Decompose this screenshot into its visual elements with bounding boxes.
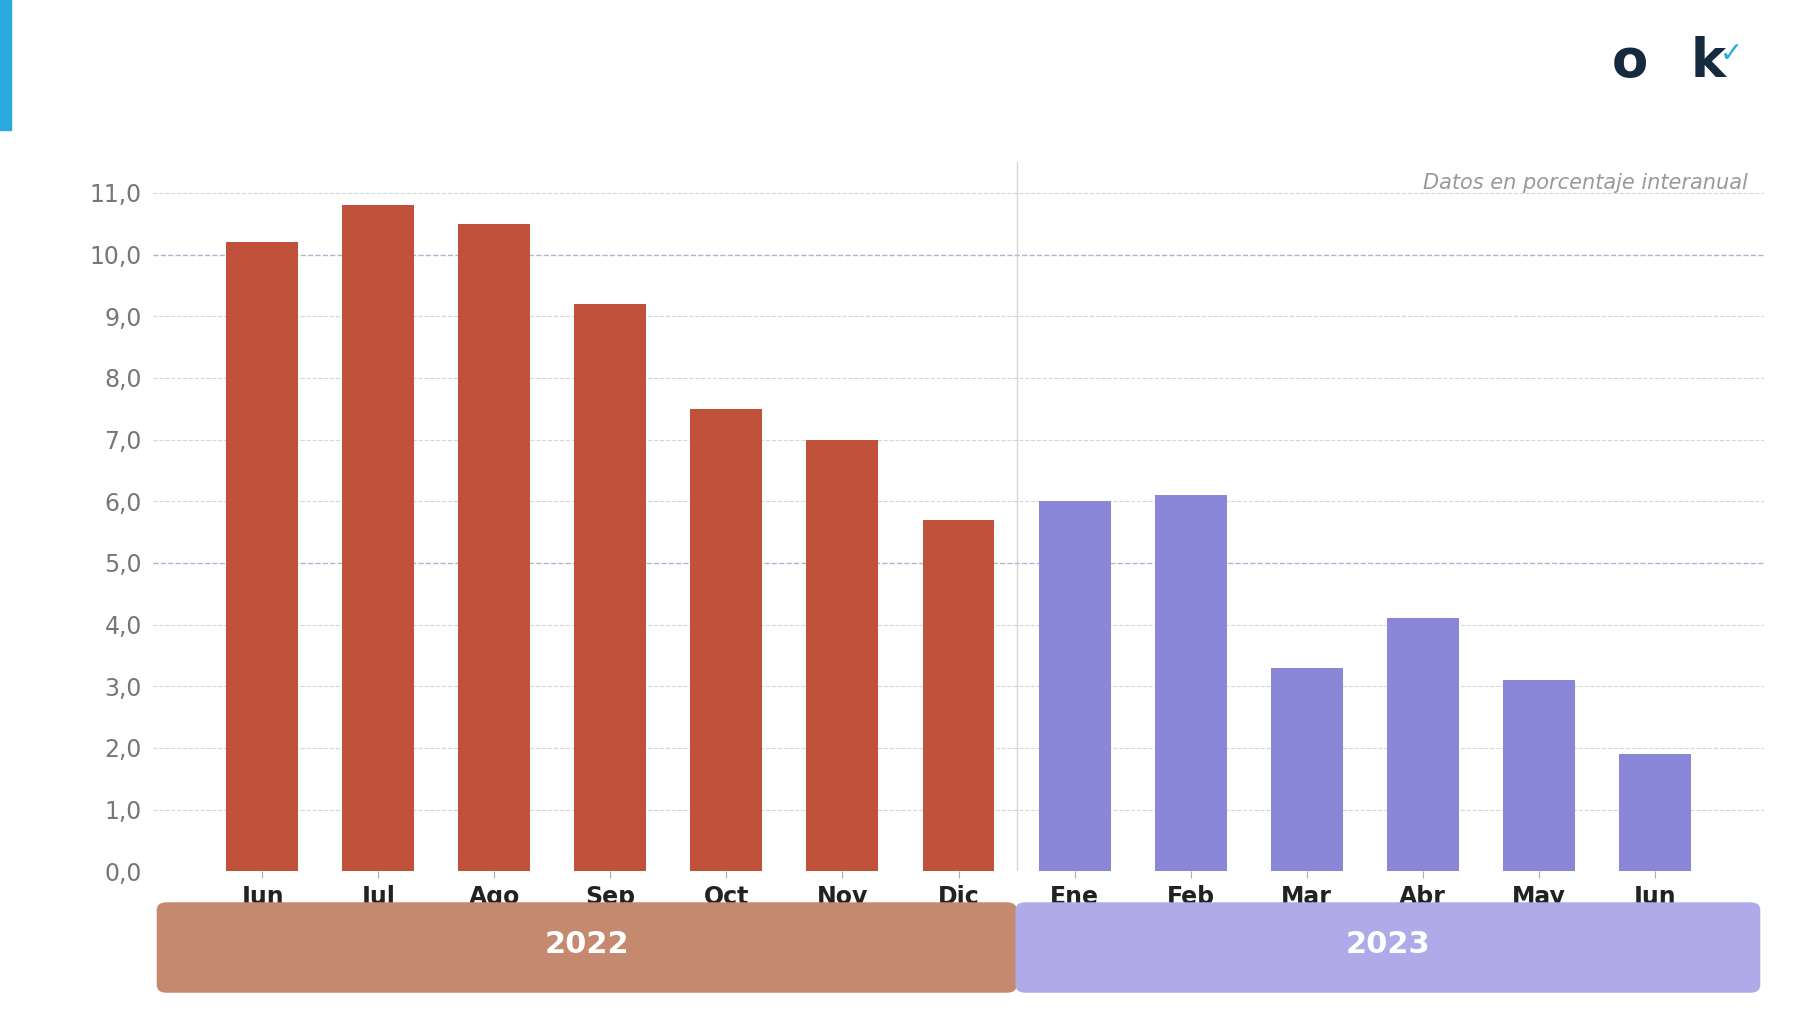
Text: Índice de Precios de Consumo (IPC), Índice general: Índice de Precios de Consumo (IPC), Índi… <box>23 38 1384 91</box>
Bar <box>574 304 646 871</box>
Bar <box>1039 501 1111 871</box>
Bar <box>806 440 878 871</box>
FancyBboxPatch shape <box>157 903 1017 993</box>
Bar <box>227 242 299 871</box>
Bar <box>0 0 11 130</box>
Text: ✓: ✓ <box>1721 41 1744 69</box>
Bar <box>1271 668 1343 871</box>
Bar <box>1618 754 1690 871</box>
Bar <box>923 520 994 871</box>
Bar <box>691 408 763 871</box>
Text: 2022: 2022 <box>544 930 628 959</box>
FancyBboxPatch shape <box>1015 903 1760 993</box>
Bar <box>1154 495 1226 871</box>
Text: Datos en porcentaje interanual: Datos en porcentaje interanual <box>1424 172 1748 192</box>
Text: k: k <box>1690 36 1724 88</box>
Text: o: o <box>1611 36 1649 88</box>
Bar <box>1503 680 1575 871</box>
Bar <box>459 224 531 871</box>
Bar <box>1386 618 1458 871</box>
Text: 2023: 2023 <box>1346 930 1431 959</box>
Bar <box>342 206 414 871</box>
